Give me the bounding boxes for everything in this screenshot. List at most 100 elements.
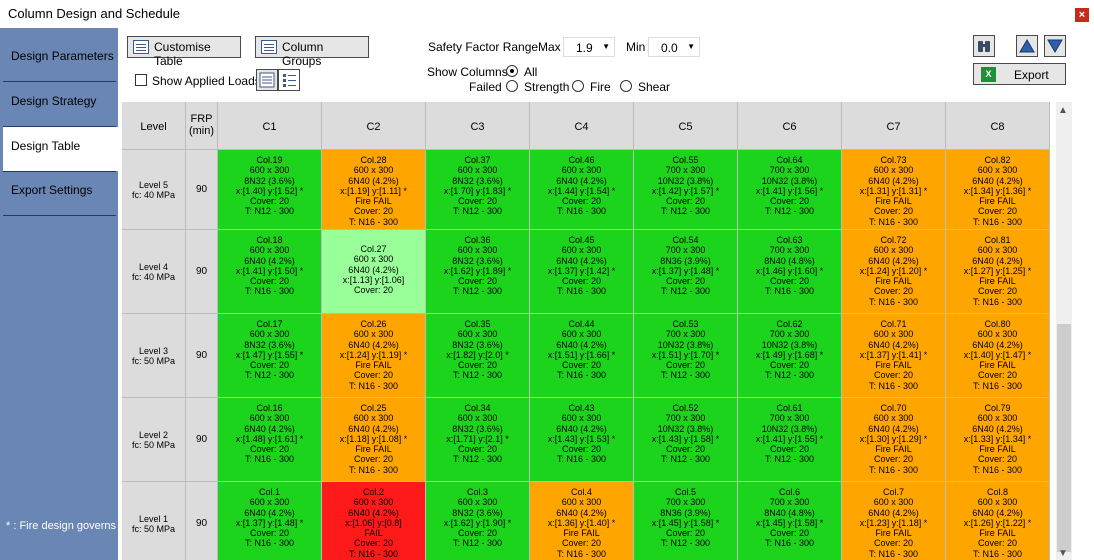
column-design-cell[interactable]: Col.43 600 x 300 6N40 (4.2%) x:[1.43] y:[1.… xyxy=(530,398,634,482)
find-button[interactable] xyxy=(973,35,995,57)
sidebar-item-design-table[interactable]: Design Table xyxy=(3,127,118,171)
column-design-cell[interactable]: Col.35 600 x 300 8N32 (3.6%) x:[1.82] y:[2.… xyxy=(426,314,530,398)
cell-line: Col.70 xyxy=(880,403,907,413)
sidebar-item-export-settings[interactable]: Export Settings xyxy=(11,183,93,197)
cell-line: Cover: 20 xyxy=(665,360,706,371)
column-header-c3[interactable]: C3 xyxy=(426,102,530,150)
cell-line: x:[1.45] y:[1.58] * xyxy=(651,517,720,528)
column-design-cell[interactable]: Col.71 600 x 300 6N40 (4.2%) x:[1.37] y:[1.… xyxy=(842,314,946,398)
chevron-down-icon[interactable]: ▼ xyxy=(1058,548,1068,559)
cell-line: x:[1.46] y:[1.60] * xyxy=(755,265,824,276)
column-design-cell[interactable]: Col.19 600 x 300 8N32 (3.6%) x:[1.40] y:[1.… xyxy=(218,150,322,230)
column-design-cell[interactable]: Col.26 600 x 300 6N40 (4.2%) x:[1.24] y:[1.… xyxy=(322,314,426,398)
level-name: Level 5 xyxy=(138,180,169,190)
column-design-cell[interactable]: Col.82 600 x 300 6N40 (4.2%) x:[1.34] y:[1.… xyxy=(946,150,1050,230)
column-design-cell[interactable]: Col.62 700 x 300 10N32 (3.8%) x:[1.49] y:[1… xyxy=(738,314,842,398)
cell-line: Col.52 xyxy=(672,403,699,413)
cell-line: Cover: 20 xyxy=(665,196,706,207)
column-design-cell[interactable]: Col.54 700 x 300 8N36 (3.9%) x:[1.37] y:[1.… xyxy=(634,230,738,314)
column-design-cell[interactable]: Col.17 600 x 300 8N32 (3.6%) x:[1.47] y:[1.… xyxy=(218,314,322,398)
level-concrete-strength: fc: 40 MPa xyxy=(131,272,176,282)
customise-table-button[interactable]: Customise Table xyxy=(127,36,241,68)
column-design-cell[interactable]: Col.18 600 x 300 6N40 (4.2%) x:[1.41] y:[1.… xyxy=(218,230,322,314)
column-design-cell[interactable]: Col.16 600 x 300 6N40 (4.2%) x:[1.48] y:[1.… xyxy=(218,398,322,482)
column-header-c7[interactable]: C7 xyxy=(842,102,946,150)
cell-line: T: N16 - 300 xyxy=(348,216,399,227)
close-button[interactable]: × xyxy=(1075,8,1089,22)
cell-line: 600 x 300 xyxy=(873,165,914,176)
column-header-c8[interactable]: C8 xyxy=(946,102,1050,150)
column-design-cell[interactable]: Col.72 600 x 300 6N40 (4.2%) x:[1.24] y:[1.… xyxy=(842,230,946,314)
export-button[interactable]: X Export xyxy=(973,63,1066,85)
column-design-cell[interactable]: Col.5 700 x 300 8N36 (3.9%) x:[1.45] y:[1.5… xyxy=(634,482,738,560)
column-design-cell[interactable]: Col.52 700 x 300 10N32 (3.8%) x:[1.43] y:[1… xyxy=(634,398,738,482)
column-header-c1[interactable]: C1 xyxy=(218,102,322,150)
shear-radio[interactable] xyxy=(620,80,632,92)
sidebar-item-design-strategy[interactable]: Design Strategy xyxy=(11,94,97,108)
cell-line: 6N40 (4.2%) xyxy=(244,507,295,518)
cell-line: 8N32 (3.6%) xyxy=(244,339,295,350)
cell-line: 700 x 300 xyxy=(665,413,706,424)
cell-line: T: N12 - 300 xyxy=(452,538,503,549)
sidebar-item-design-parameters[interactable]: Design Parameters xyxy=(11,49,114,63)
column-design-cell[interactable]: Col.2 600 x 300 6N40 (4.2%) x:[1.06] y:[0.8… xyxy=(322,482,426,560)
show-applied-loads-checkbox[interactable] xyxy=(135,74,147,86)
column-design-cell[interactable]: Col.1 600 x 300 6N40 (4.2%) x:[1.37] y:[1.4… xyxy=(218,482,322,560)
column-header-c5[interactable]: C5 xyxy=(634,102,738,150)
column-design-cell[interactable]: Col.44 600 x 300 6N40 (4.2%) x:[1.51] y:[1.… xyxy=(530,314,634,398)
column-design-cell[interactable]: Col.61 700 x 300 10N32 (3.8%) x:[1.41] y:[1… xyxy=(738,398,842,482)
column-design-cell[interactable]: Col.80 600 x 300 6N40 (4.2%) x:[1.40] y:[1.… xyxy=(946,314,1050,398)
min-select[interactable]: 0.0 ▼ xyxy=(648,37,700,57)
cell-line: Col.55 xyxy=(672,155,699,165)
column-design-cell[interactable]: Col.81 600 x 300 6N40 (4.2%) x:[1.27] y:[1.… xyxy=(946,230,1050,314)
column-design-cell[interactable]: Col.64 700 x 300 10N32 (3.8%) x:[1.41] y:[1… xyxy=(738,150,842,230)
vertical-scrollbar[interactable]: ▲ ▼ xyxy=(1056,102,1072,560)
column-groups-button[interactable]: Column Groups xyxy=(255,36,369,68)
column-design-cell[interactable]: Col.55 700 x 300 10N32 (3.8%) x:[1.42] y:[1… xyxy=(634,150,738,230)
column-design-cell[interactable]: Col.34 600 x 300 8N32 (3.6%) x:[1.71] y:[2.… xyxy=(426,398,530,482)
column-design-cell[interactable]: Col.46 600 x 300 6N40 (4.2%) x:[1.44] y:[1.… xyxy=(530,150,634,230)
cell-line: Cover: 20 xyxy=(977,454,1018,465)
strength-radio[interactable] xyxy=(506,80,518,92)
cell-line: Col.64 xyxy=(776,155,803,165)
column-design-cell[interactable]: Col.37 600 x 300 8N32 (3.6%) x:[1.70] y:[1.… xyxy=(426,150,530,230)
cell-line: Col.53 xyxy=(672,319,699,329)
column-header-c6[interactable]: C6 xyxy=(738,102,842,150)
column-design-cell[interactable]: Col.73 600 x 300 6N40 (4.2%) x:[1.31] y:[1.… xyxy=(842,150,946,230)
column-design-cell[interactable]: Col.6 700 x 300 8N40 (4.8%) x:[1.45] y:[1.5… xyxy=(738,482,842,560)
all-radio[interactable] xyxy=(506,65,518,77)
scrollbar-thumb[interactable] xyxy=(1057,324,1071,552)
column-design-cell[interactable]: Col.8 600 x 300 6N40 (4.2%) x:[1.26] y:[1.2… xyxy=(946,482,1050,560)
cell-line: T: N16 - 300 xyxy=(972,548,1023,559)
cell-line: 6N40 (4.2%) xyxy=(972,507,1023,518)
move-up-button[interactable] xyxy=(1016,35,1038,57)
column-design-cell[interactable]: Col.45 600 x 300 6N40 (4.2%) x:[1.37] y:[1.… xyxy=(530,230,634,314)
column-design-cell[interactable]: Col.53 700 x 300 10N32 (3.8%) x:[1.51] y:[1… xyxy=(634,314,738,398)
cell-line: x:[1.82] y:[2.0] * xyxy=(446,349,509,360)
chevron-up-icon[interactable]: ▲ xyxy=(1058,105,1068,116)
column-design-cell[interactable]: Col.36 600 x 300 8N32 (3.6%) x:[1.62] y:[1.… xyxy=(426,230,530,314)
fire-radio[interactable] xyxy=(572,80,584,92)
column-design-cell[interactable]: Col.27 600 x 300 6N40 (4.2%) x:[1.13] y:[1.… xyxy=(322,230,426,314)
column-design-cell[interactable]: Col.79 600 x 300 6N40 (4.2%) x:[1.33] y:[1.… xyxy=(946,398,1050,482)
column-design-cell[interactable]: Col.3 600 x 300 8N32 (3.6%) x:[1.62] y:[1.9… xyxy=(426,482,530,560)
table-view-button[interactable] xyxy=(256,69,278,91)
cell-line: Col.37 xyxy=(464,155,491,165)
column-design-cell[interactable]: Col.63 700 x 300 8N40 (4.8%) x:[1.46] y:[1.… xyxy=(738,230,842,314)
column-design-cell[interactable]: Col.7 600 x 300 6N40 (4.2%) x:[1.23] y:[1.1… xyxy=(842,482,946,560)
column-design-cell[interactable]: Col.25 600 x 300 6N40 (4.2%) x:[1.18] y:[1.… xyxy=(322,398,426,482)
max-select[interactable]: 1.9 ▼ xyxy=(563,37,615,57)
cell-line: Col.27 xyxy=(360,244,387,254)
list-view-button[interactable] xyxy=(278,69,300,91)
column-header-c2[interactable]: C2 xyxy=(322,102,426,150)
column-design-cell[interactable]: Col.4 600 x 300 6N40 (4.2%) x:[1.36] y:[1.4… xyxy=(530,482,634,560)
min-label: Min xyxy=(626,40,646,54)
cell-line: x:[1.24] y:[1.20] * xyxy=(859,265,928,276)
cell-line: Fire FAIL xyxy=(979,196,1016,207)
column-design-cell[interactable]: Col.28 600 x 300 6N40 (4.2%) x:[1.19] y:[1.… xyxy=(322,150,426,230)
column-header-c4[interactable]: C4 xyxy=(530,102,634,150)
move-down-button[interactable] xyxy=(1044,35,1066,57)
frp-header-unit: (min) xyxy=(188,125,215,137)
cell-line: 600 x 300 xyxy=(873,245,914,256)
column-design-cell[interactable]: Col.70 600 x 300 6N40 (4.2%) x:[1.30] y:[1.… xyxy=(842,398,946,482)
